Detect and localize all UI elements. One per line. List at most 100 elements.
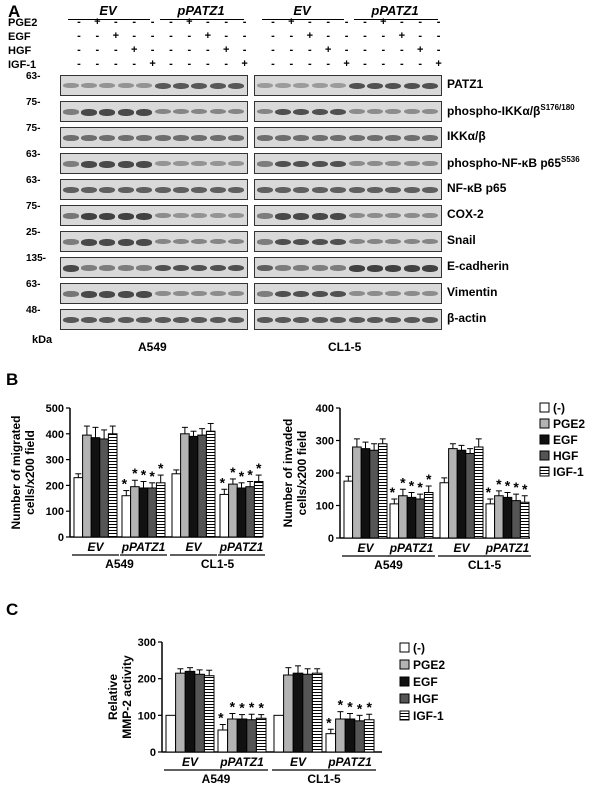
- blot-band: [348, 213, 365, 219]
- blot-band: [209, 161, 226, 167]
- chart-invasion: 0 100 200 300 400 Number of invaded cells/x200…: [281, 401, 585, 572]
- blot-band: [80, 213, 97, 220]
- treatment-sign: -: [399, 16, 404, 28]
- treatment-sign: -: [242, 44, 247, 56]
- blot-band: [311, 213, 328, 220]
- blot-band: [191, 291, 208, 297]
- blot-band: [209, 109, 226, 115]
- treatment-sign: -: [307, 16, 312, 28]
- blot-band: [385, 239, 402, 245]
- bar-(-): [325, 733, 337, 753]
- blot-band: [228, 187, 245, 194]
- bar-IGF-1: [203, 675, 215, 753]
- significance-star: *: [338, 697, 344, 713]
- treatment-sign: -: [169, 58, 173, 70]
- blot-strip-cl15: [254, 231, 442, 252]
- blot-band: [422, 239, 439, 245]
- blot-band: [385, 83, 402, 90]
- group-line: [160, 19, 244, 20]
- blot-band: [80, 317, 97, 324]
- bar-IGF-1: [423, 492, 434, 539]
- bar-PGE2: [228, 483, 238, 538]
- significance-star: *: [230, 464, 236, 480]
- blot-band: [228, 135, 245, 141]
- blot-band: [191, 161, 208, 167]
- treatment-sign: -: [169, 30, 173, 42]
- blot-band: [154, 161, 171, 167]
- treatment-sign: -: [169, 16, 173, 28]
- blot-band: [385, 213, 402, 219]
- legend-label: HGF: [413, 692, 438, 706]
- blot-band: [366, 291, 383, 297]
- mw-marker: 135-: [26, 253, 47, 264]
- treatment-sign: -: [271, 16, 275, 28]
- legend-label: HGF: [553, 449, 578, 463]
- blot-band: [366, 239, 383, 245]
- treatment-sign: -: [242, 30, 247, 42]
- legend-swatch: [399, 693, 410, 704]
- treatment-sign: -: [326, 16, 331, 28]
- blot-band: [293, 135, 310, 141]
- blot-band: [274, 109, 291, 116]
- blot-band: [99, 291, 116, 298]
- y-tick-label: 0: [58, 532, 64, 544]
- blot-band: [154, 213, 171, 219]
- blot-band: [330, 265, 347, 271]
- group-ev-a549: EV: [99, 3, 117, 18]
- group-patz1-a549: pPATZ1: [177, 3, 225, 18]
- blot-band: [348, 239, 365, 245]
- blot-band: [191, 239, 208, 245]
- blot-strip-a549: [60, 153, 248, 174]
- cell-line-label: CL1-5: [307, 772, 341, 786]
- bar-(-): [439, 482, 450, 539]
- bar-HGF: [511, 500, 521, 539]
- blot-band: [311, 109, 328, 116]
- treatment-sign: -: [224, 30, 229, 42]
- blot-band: [209, 265, 226, 272]
- treatment-sign: -: [132, 30, 137, 42]
- blot-band: [191, 317, 208, 324]
- blot-band: [366, 187, 383, 194]
- group-label: EV: [290, 755, 307, 769]
- blot-band: [366, 109, 383, 115]
- treatment-sign: +: [186, 16, 193, 28]
- blot-band: [311, 187, 328, 194]
- blot-band: [99, 161, 116, 168]
- bar-(-): [389, 503, 400, 539]
- blot-band: [330, 135, 347, 141]
- blot-band: [366, 83, 383, 90]
- blot-band: [154, 239, 171, 245]
- group-line: [354, 19, 438, 20]
- significance-star: *: [426, 471, 432, 487]
- blot-band: [136, 291, 153, 298]
- blot-strip-cl15: [254, 75, 442, 96]
- blot-band: [209, 83, 226, 90]
- significance-star: *: [122, 476, 128, 492]
- blot-band: [228, 317, 245, 324]
- significance-star: *: [239, 468, 245, 484]
- bar-PGE2: [335, 718, 346, 753]
- blot-band: [403, 161, 420, 167]
- bar-HGF: [197, 434, 207, 538]
- blot-strip-a549: [60, 231, 248, 252]
- cell-line-label: A549: [202, 772, 231, 786]
- y-tick-label: 100: [138, 710, 156, 722]
- treatment-sign: -: [205, 44, 210, 56]
- treatment-sign: -: [169, 44, 173, 56]
- treatment-sign: +: [380, 16, 387, 28]
- blot-band: [80, 291, 97, 298]
- bar-EGF: [184, 670, 196, 753]
- blot-band: [422, 109, 439, 115]
- blot-band: [311, 161, 328, 168]
- blot-band: [274, 161, 291, 168]
- blot-band: [228, 161, 245, 167]
- bar-(-): [171, 473, 182, 538]
- protein-label: NF-κB p65: [447, 181, 507, 195]
- treatment-sign: -: [150, 44, 155, 56]
- bar-EGF: [90, 437, 101, 538]
- blot-band: [256, 213, 273, 219]
- blot-band: [293, 265, 310, 271]
- significance-star: *: [390, 484, 396, 500]
- y-axis-label: cells/x200 field: [295, 431, 309, 516]
- y-tick-label: 300: [316, 436, 334, 448]
